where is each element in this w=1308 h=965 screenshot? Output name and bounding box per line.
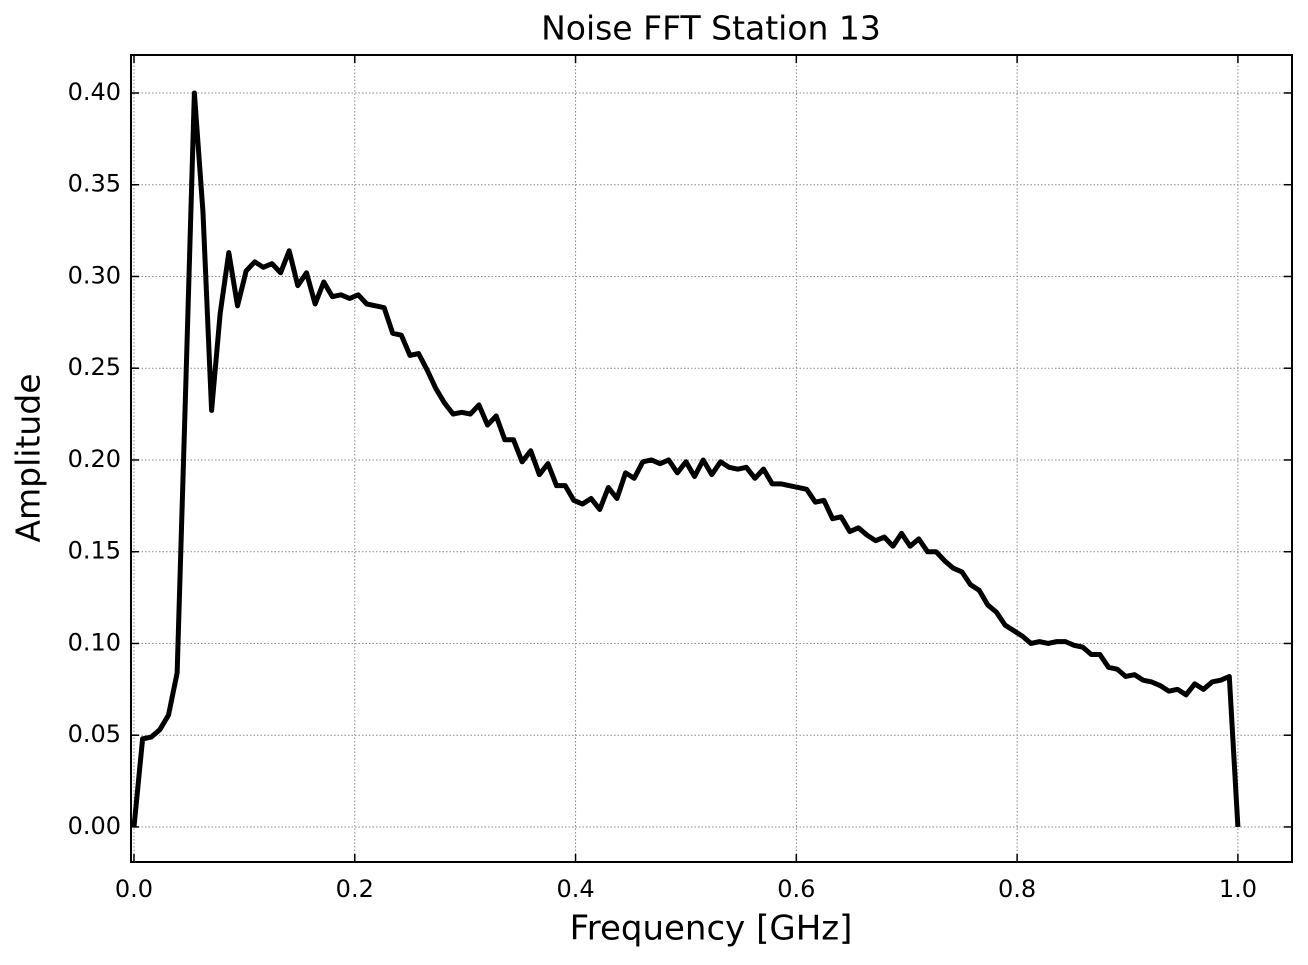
y-tick-label: 0.10 [68, 628, 121, 656]
x-axis-label: Frequency [GHz] [570, 909, 853, 949]
y-tick-label: 0.20 [68, 445, 121, 473]
x-tick-label: 0.0 [115, 875, 153, 903]
y-tick-label: 0.05 [68, 720, 121, 748]
y-tick-label: 0.00 [68, 812, 121, 840]
y-tick-label: 0.35 [68, 170, 121, 198]
y-tick-label: 0.15 [68, 537, 121, 565]
y-tick-label: 0.25 [68, 353, 121, 381]
chart-title: Noise FFT Station 13 [541, 9, 881, 48]
y-tick-label: 0.40 [68, 78, 121, 106]
y-axis-label: Amplitude [9, 373, 48, 542]
data-line [131, 90, 1241, 828]
x-tick-label: 0.6 [777, 875, 815, 903]
x-tick-label: 0.2 [336, 875, 374, 903]
x-tick-label: 1.0 [1219, 875, 1257, 903]
x-tick-label: 0.4 [556, 875, 594, 903]
plot-frame [130, 54, 1293, 863]
x-tick-label: 0.8 [998, 875, 1036, 903]
y-tick-label: 0.30 [68, 261, 121, 289]
